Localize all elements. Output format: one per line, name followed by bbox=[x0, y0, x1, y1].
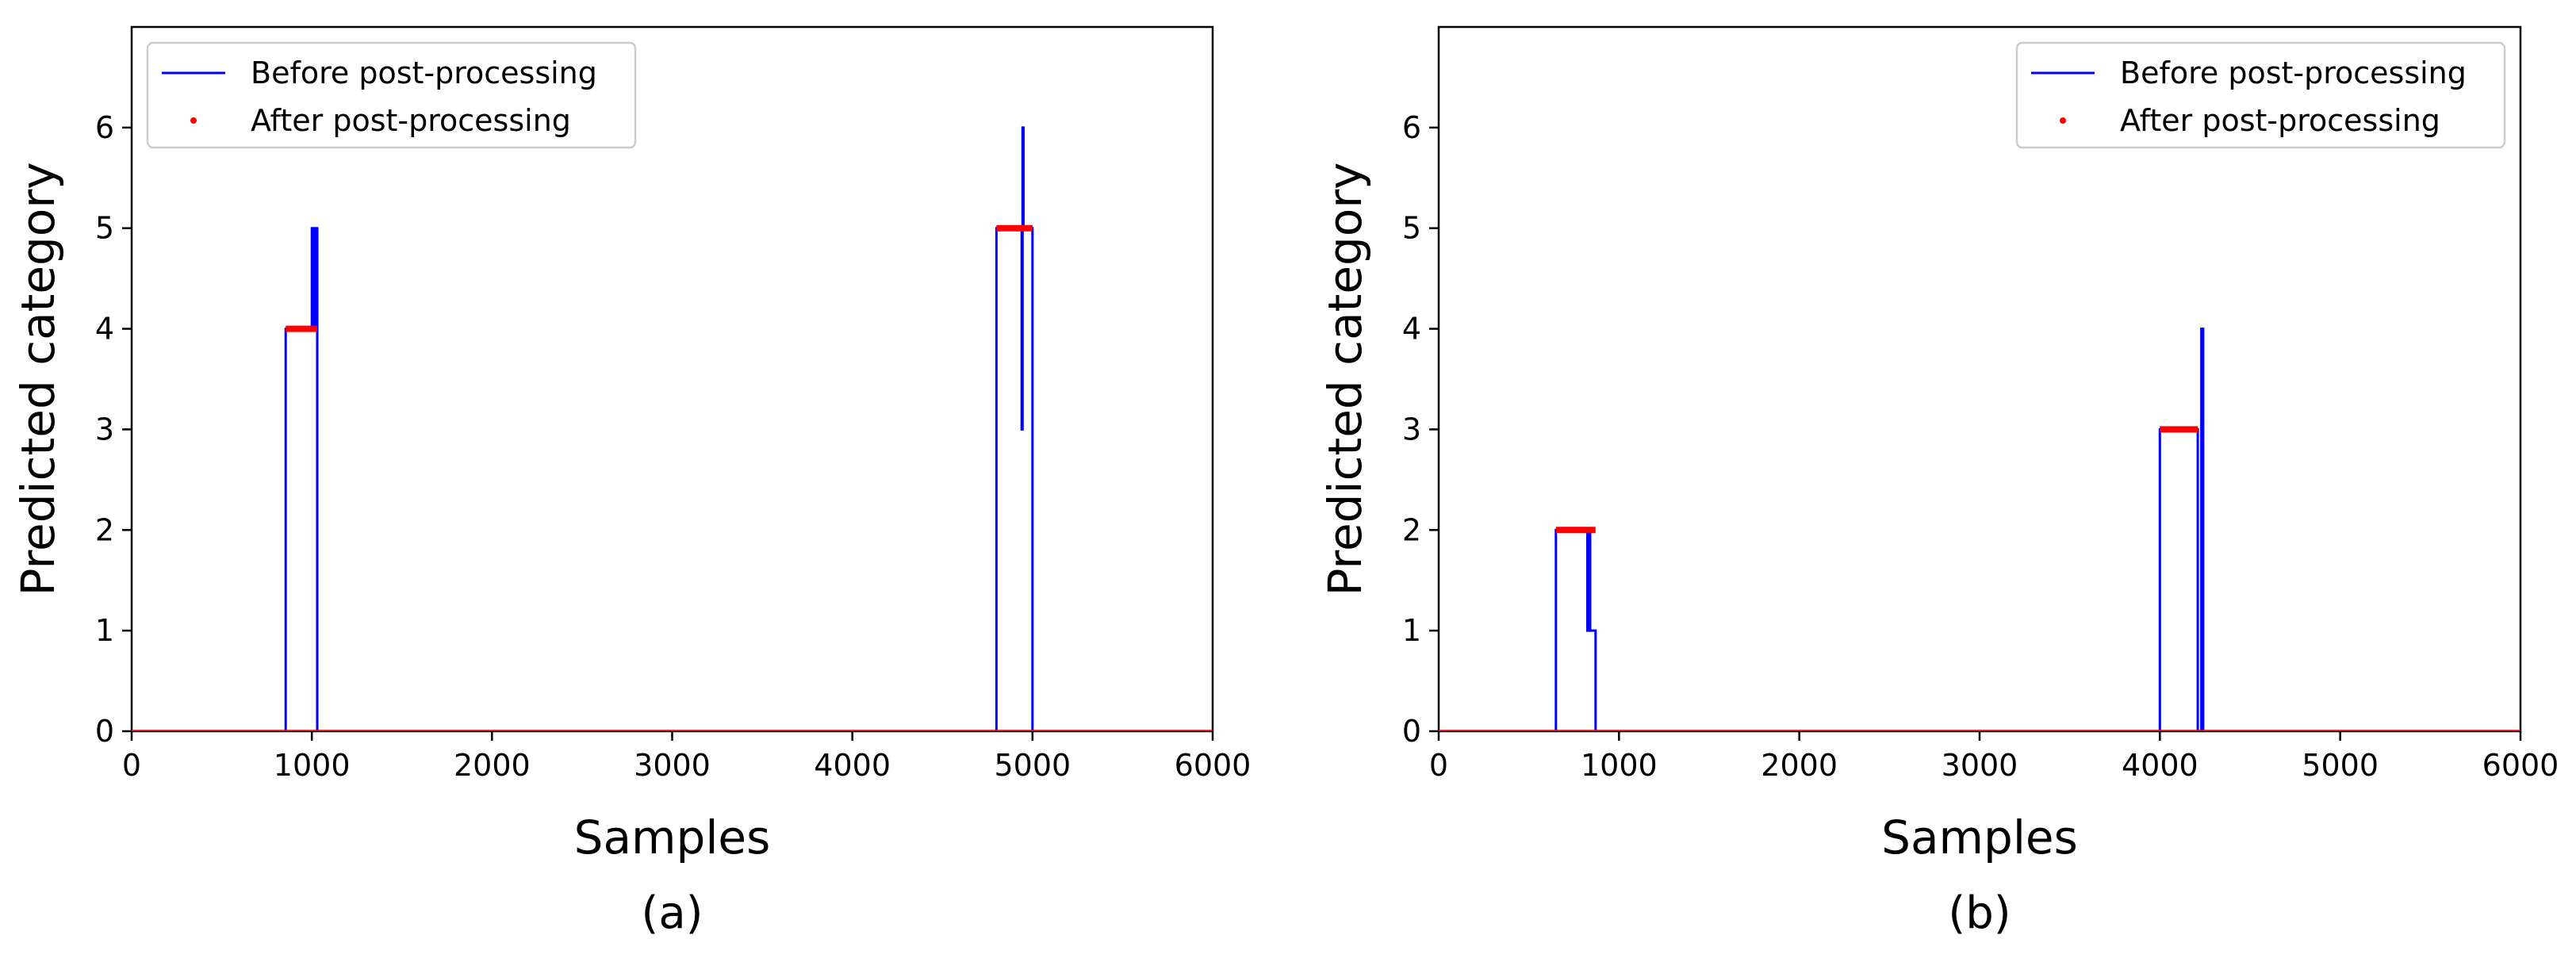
x-tick-label: 3000 bbox=[1942, 748, 2018, 783]
x-tick-label: 6000 bbox=[1175, 748, 1252, 783]
legend-swatch-point bbox=[190, 117, 197, 124]
chart-panel-b: 0 1000 2000 3000 4000 5000 6000 0 1 2 3 4 5 6 Samples P… bbox=[1318, 25, 2559, 939]
series-line-before bbox=[132, 126, 1213, 731]
x-tick-label: 1000 bbox=[274, 748, 351, 783]
panel-caption: (a) bbox=[641, 887, 703, 939]
y-tick-label: 1 bbox=[1402, 613, 1421, 648]
x-tick-label: 2000 bbox=[454, 748, 531, 783]
y-axis-title: Predicted category bbox=[11, 162, 65, 596]
data-layer bbox=[132, 126, 1213, 731]
x-axis-title: Samples bbox=[574, 811, 771, 864]
y-tick-label: 1 bbox=[95, 613, 114, 648]
y-tick-label: 2 bbox=[1402, 512, 1421, 547]
legend: Before post-processing After post-process… bbox=[2015, 41, 2506, 149]
x-tick-label: 1000 bbox=[1581, 748, 1658, 783]
x-tick-label: 0 bbox=[1429, 748, 1448, 783]
y-tick-label: 6 bbox=[1402, 110, 1421, 145]
y-axis-title: Predicted category bbox=[1318, 162, 1372, 596]
x-tick-label: 5000 bbox=[2302, 748, 2379, 783]
legend-box bbox=[146, 41, 637, 149]
x-tick-label: 5000 bbox=[994, 748, 1071, 783]
series-line-before bbox=[1439, 328, 2520, 731]
legend-label: After post-processing bbox=[2120, 103, 2440, 138]
data-layer bbox=[1439, 328, 2520, 731]
x-tick-label: 4000 bbox=[2122, 748, 2198, 783]
y-tick-label: 0 bbox=[95, 714, 114, 749]
chart-panel-a: 0 1000 2000 3000 4000 5000 6000 0 1 2 3 4 5 6 Samples P… bbox=[11, 25, 1252, 939]
panel-caption: (b) bbox=[1948, 887, 2011, 939]
y-tick-label: 5 bbox=[1402, 211, 1421, 246]
y-tick-label: 2 bbox=[95, 512, 114, 547]
x-tick-label: 3000 bbox=[634, 748, 711, 783]
x-tick-label: 2000 bbox=[1761, 748, 1838, 783]
legend-swatch-point bbox=[2060, 117, 2066, 124]
y-tick-label: 0 bbox=[1402, 714, 1421, 749]
y-tick-label: 6 bbox=[95, 110, 114, 145]
legend-label: Before post-processing bbox=[251, 56, 597, 90]
legend: Before post-processing After post-process… bbox=[146, 41, 637, 149]
x-tick-label: 0 bbox=[122, 748, 141, 783]
y-tick-label: 4 bbox=[1402, 312, 1421, 347]
y-tick-label: 4 bbox=[95, 312, 114, 347]
x-axis-title: Samples bbox=[1881, 811, 2078, 864]
legend-label: After post-processing bbox=[251, 103, 571, 138]
x-tick-label: 6000 bbox=[2482, 748, 2559, 783]
legend-box bbox=[2015, 41, 2506, 149]
y-tick-label: 5 bbox=[95, 211, 114, 246]
legend-label: Before post-processing bbox=[2120, 56, 2467, 90]
y-tick-label: 3 bbox=[1402, 412, 1421, 447]
y-tick-label: 3 bbox=[95, 412, 114, 447]
x-tick-label: 4000 bbox=[814, 748, 891, 783]
